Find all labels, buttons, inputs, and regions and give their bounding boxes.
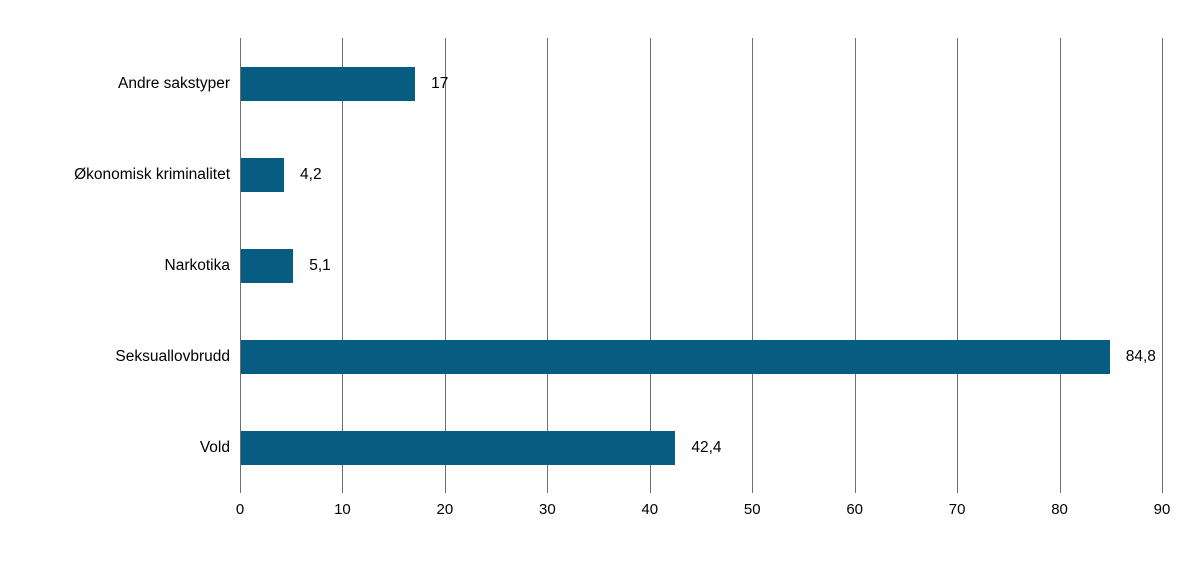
x-tick-label: 10 [334,501,351,518]
x-tick-label: 90 [1153,501,1171,518]
category-label: Narkotika [164,256,230,274]
x-tick-label: 80 [1051,501,1068,518]
gridline-x-10 [342,38,344,493]
category-label: Økonomisk kriminalitet [74,165,230,183]
x-tick-label: 30 [538,501,556,518]
gridline-x-40 [649,38,651,493]
x-tick-label: 20 [436,501,454,518]
bar-5 [241,430,676,465]
gridline-x-70 [957,38,959,493]
value-label: 5,1 [309,256,331,274]
x-tick-label: 60 [846,501,863,518]
value-label: 84,8 [1125,347,1156,365]
x-tick-label: 40 [641,501,659,518]
bar-1 [241,66,416,101]
value-label: 4,2 [300,165,322,183]
bar-2 [241,157,285,192]
category-label: Andre sakstyper [118,74,230,92]
value-label: 42,4 [691,438,722,456]
bar-4 [241,339,1110,374]
x-tick-label: 70 [948,501,966,518]
category-label: Seksuallovbrudd [115,347,230,365]
gridline-x-60 [854,38,856,493]
x-tick-label: 50 [743,501,761,518]
gridline-x-20 [444,38,446,493]
category-label: Vold [199,438,230,456]
gridline-x-50 [752,38,754,493]
value-label: 17 [431,74,449,92]
gridline-x-90 [1162,38,1163,493]
gridline-x-0 [240,38,241,493]
gridline-x-30 [547,38,549,493]
gridline-x-80 [1059,38,1061,493]
x-tick-label: 0 [235,501,245,518]
bar-3 [241,248,294,283]
